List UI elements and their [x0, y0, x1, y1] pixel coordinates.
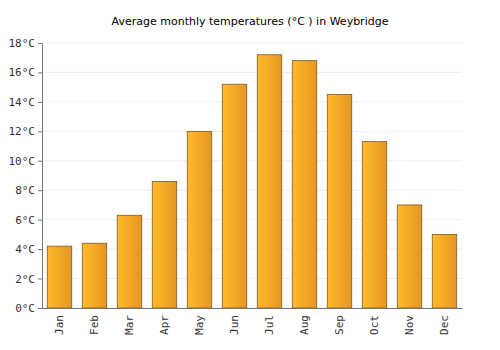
y-tick-label: 4°C	[15, 243, 35, 256]
bar	[82, 243, 107, 308]
x-tick: Nov	[403, 308, 416, 335]
grid	[42, 43, 462, 308]
x-tick-label: Apr	[158, 315, 171, 335]
y-tick-label: 10°C	[9, 155, 36, 168]
bar	[117, 215, 142, 308]
x-tick: Apr	[158, 308, 171, 335]
y-tick: 6°C	[15, 214, 42, 227]
y-tick-label: 16°C	[9, 66, 36, 79]
bar	[292, 61, 317, 308]
x-tick-label: Oct	[368, 315, 381, 335]
plot: 0°C 2°C 4°C 6°C 8°C 10°C 12°C 14°C 16°C 18°C Jan Fe…	[9, 37, 463, 335]
y-tick-mark	[38, 102, 42, 103]
grid-line	[42, 160, 462, 161]
bar	[432, 234, 457, 308]
x-tick-label: Jan	[53, 315, 66, 335]
grid-line	[42, 43, 462, 44]
y-tick: 16°C	[9, 66, 43, 79]
x-tick-label: Nov	[403, 315, 416, 335]
y-tick-label: 8°C	[15, 184, 35, 197]
y-tick-mark	[38, 161, 42, 162]
y-tick-label: 14°C	[9, 96, 36, 109]
y-tick-mark	[38, 220, 42, 221]
bar	[187, 131, 212, 308]
x-tick: Sep	[333, 308, 346, 335]
x-axis: Jan Feb Mar Apr May Jun Jul Aug Sep Oct Nov Dec	[43, 308, 463, 335]
grid-line	[42, 101, 462, 102]
bar	[152, 181, 177, 308]
y-tick: 8°C	[15, 184, 42, 197]
x-tick: Mar	[123, 308, 136, 335]
x-tick-label: Aug	[298, 315, 311, 335]
y-tick-label: 12°C	[9, 125, 36, 138]
x-tick: Jan	[53, 308, 66, 335]
x-tick-label: Sep	[333, 315, 346, 335]
x-tick: Oct	[368, 308, 381, 335]
x-tick: Aug	[298, 308, 311, 335]
y-tick-label: 18°C	[9, 37, 36, 50]
y-tick-mark	[38, 190, 42, 191]
x-tick-label: Dec	[438, 315, 451, 335]
bar	[362, 142, 387, 308]
bar	[257, 55, 282, 308]
y-tick: 12°C	[9, 125, 43, 138]
y-tick-label: 2°C	[15, 273, 35, 286]
x-tick: Jun	[228, 308, 241, 335]
x-tick-label: May	[193, 315, 206, 335]
y-tick: 10°C	[9, 155, 43, 168]
y-tick-mark	[38, 43, 42, 44]
x-tick-label: Feb	[88, 315, 101, 335]
bar	[47, 246, 72, 308]
y-tick-mark	[38, 308, 42, 309]
x-tick: Dec	[438, 308, 451, 335]
y-axis-line	[38, 44, 43, 309]
bars	[47, 55, 457, 308]
bar	[327, 95, 352, 308]
grid-line	[42, 190, 462, 191]
x-tick: Jul	[263, 308, 276, 335]
y-tick-mark	[38, 131, 42, 132]
y-tick-mark	[38, 72, 42, 73]
grid-line	[42, 72, 462, 73]
bar	[397, 205, 422, 308]
y-tick: 0°C	[15, 302, 42, 315]
y-tick: 2°C	[15, 273, 42, 286]
y-tick: 14°C	[9, 96, 43, 109]
y-tick-mark	[38, 249, 42, 250]
title: Average monthly temperatures (°C ) in We…	[112, 15, 389, 28]
bar	[222, 84, 247, 308]
chart: Average monthly temperatures (°C ) in We…	[0, 0, 500, 350]
x-tick-label: Mar	[123, 315, 136, 335]
y-tick: 18°C	[9, 37, 43, 50]
grid-line	[42, 131, 462, 132]
x-tick-label: Jul	[263, 315, 276, 335]
x-tick-label: Jun	[228, 315, 241, 335]
x-tick: Feb	[88, 308, 101, 335]
y-tick-label: 6°C	[15, 214, 35, 227]
y-tick-mark	[38, 279, 42, 280]
x-tick: May	[193, 308, 206, 335]
x-axis-line	[43, 308, 463, 309]
y-tick: 4°C	[15, 243, 42, 256]
y-axis: 0°C 2°C 4°C 6°C 8°C 10°C 12°C 14°C 16°C 18°C	[9, 37, 43, 315]
y-tick-label: 0°C	[15, 302, 35, 315]
